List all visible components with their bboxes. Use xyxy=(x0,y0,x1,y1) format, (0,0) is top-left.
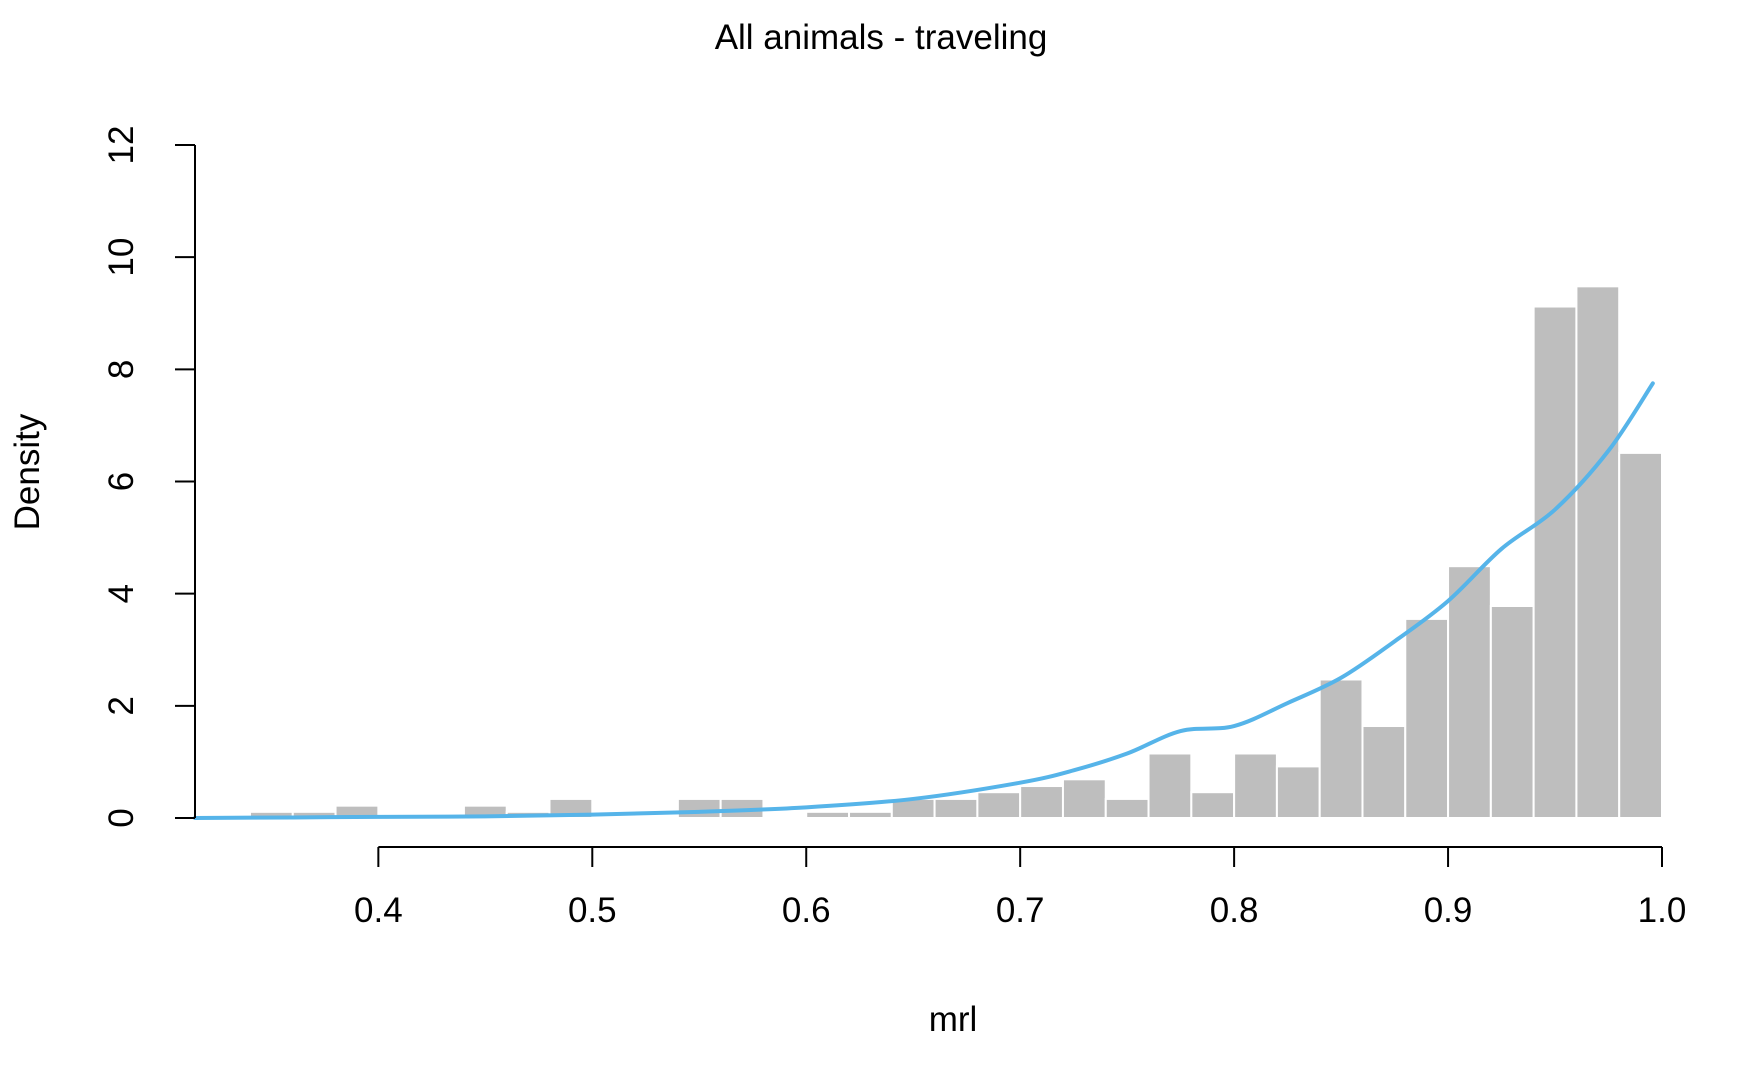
y-tick-label: 6 xyxy=(102,472,141,491)
histogram-bar xyxy=(1190,791,1236,819)
y-tick-label: 12 xyxy=(102,126,141,165)
x-axis: 0.4 0.5 0.6 0.7 0.8 0.9 1.0 xyxy=(354,846,1687,930)
histogram-bar xyxy=(1404,617,1450,820)
histogram-bar xyxy=(976,791,1022,819)
histogram-bar xyxy=(933,797,979,819)
x-tick-label: 0.7 xyxy=(996,891,1045,930)
histogram-bar xyxy=(1618,451,1663,819)
y-tick-label: 8 xyxy=(102,360,141,379)
histogram-bar xyxy=(1489,605,1535,819)
y-tick-label: 4 xyxy=(102,584,141,603)
histogram-bar xyxy=(1233,752,1278,819)
histogram-bar xyxy=(1447,565,1492,820)
x-tick-label: 0.4 xyxy=(354,891,403,930)
histogram-bar xyxy=(1104,797,1150,819)
x-tick-label: 0.9 xyxy=(1424,891,1473,930)
y-tick-label: 10 xyxy=(102,238,141,277)
histogram-bar xyxy=(1575,285,1621,819)
histogram-bar xyxy=(1361,725,1407,819)
x-tick-label: 1.0 xyxy=(1638,891,1687,930)
x-tick-label: 0.8 xyxy=(1210,891,1259,930)
y-axis-label: Density xyxy=(8,413,47,530)
histogram-bar xyxy=(1275,765,1321,819)
histogram-bar xyxy=(1147,752,1193,819)
histogram-bar xyxy=(676,797,722,819)
y-axis: 0 2 4 6 8 10 12 xyxy=(102,126,196,828)
x-tick-label: 0.6 xyxy=(782,891,831,930)
chart-title: All animals - traveling xyxy=(715,18,1048,57)
histogram-bar xyxy=(1061,778,1107,819)
histogram-bar xyxy=(1532,305,1578,819)
histogram-bar xyxy=(848,810,893,819)
y-tick-label: 2 xyxy=(102,696,141,715)
density-curve-line xyxy=(193,381,1655,820)
histogram-bar xyxy=(1019,785,1064,819)
x-tick-label: 0.5 xyxy=(568,891,617,930)
histogram-bar xyxy=(805,810,851,819)
histogram-bar xyxy=(1318,678,1364,820)
density-curve-group xyxy=(193,381,1655,820)
x-axis-label: mrl xyxy=(929,1000,978,1039)
y-tick-label: 0 xyxy=(102,808,141,827)
